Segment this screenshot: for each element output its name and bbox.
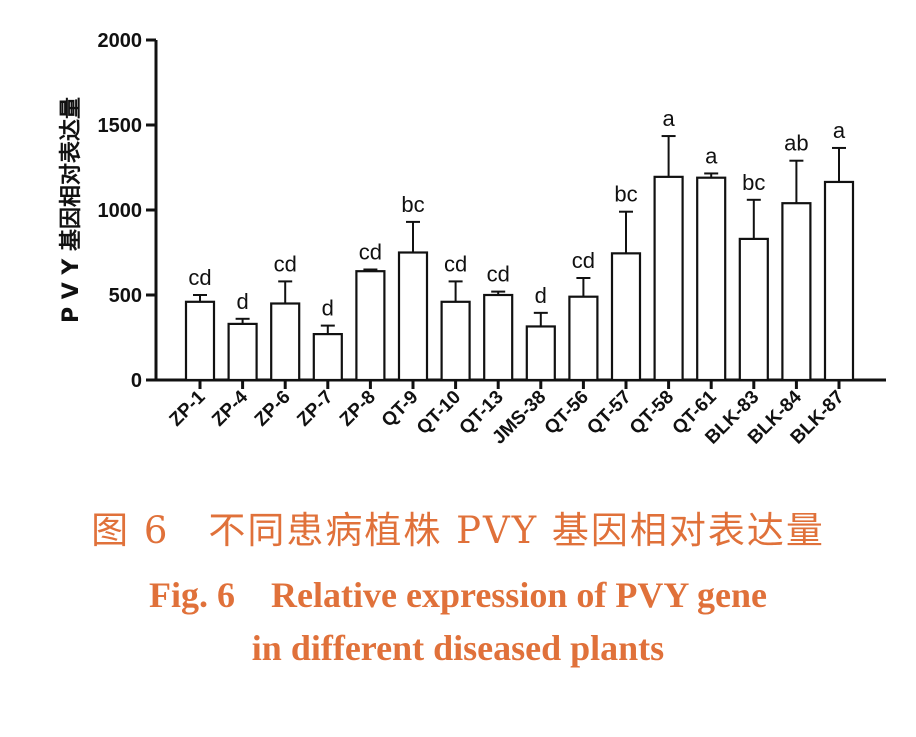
bar bbox=[568, 295, 599, 382]
y-axis-label: P V Y 基因相对表达量 bbox=[59, 97, 84, 323]
x-axis: ZP-1ZP-4ZP-6ZP-7ZP-8QT-9QT-10QT-13JMS-38… bbox=[156, 378, 886, 449]
significance-letter: a bbox=[705, 143, 718, 168]
bar bbox=[525, 325, 556, 382]
x-tick-label: ZP-1 bbox=[166, 386, 210, 430]
significance-letter: d bbox=[535, 283, 547, 308]
significance-letter: d bbox=[322, 296, 334, 321]
bar bbox=[653, 175, 684, 382]
y-tick-label: 1000 bbox=[98, 200, 143, 222]
bar bbox=[270, 302, 301, 382]
x-tick-label: QT-58 bbox=[626, 387, 678, 439]
x-tick-label: ZP-7 bbox=[293, 387, 337, 431]
figure-caption-english-line1: Fig. 6 Relative expression of PVY gene bbox=[149, 575, 767, 615]
x-tick-label: ZP-6 bbox=[251, 387, 295, 431]
x-tick-label: QT-10 bbox=[413, 387, 465, 439]
significance-letter: a bbox=[662, 106, 675, 131]
bar bbox=[823, 180, 855, 382]
bar bbox=[781, 202, 812, 382]
x-tick-label: ZP-8 bbox=[336, 387, 380, 431]
bar bbox=[355, 270, 386, 382]
bar bbox=[483, 293, 514, 382]
bar bbox=[312, 333, 343, 382]
y-tick-label: 2000 bbox=[98, 30, 143, 52]
significance-letter: cd bbox=[188, 265, 211, 290]
y-tick-label: 1500 bbox=[98, 115, 143, 137]
significance-letter: cd bbox=[274, 251, 297, 276]
significance-letter: cd bbox=[572, 248, 595, 273]
figure-caption-english-line2: in different diseased plants bbox=[251, 628, 665, 668]
y-axis: 0 500 1000 1500 2000 bbox=[98, 30, 158, 392]
x-tick-label: QT-57 bbox=[583, 387, 635, 439]
significance-letter: cd bbox=[359, 240, 382, 265]
bar bbox=[738, 237, 769, 382]
bar bbox=[696, 176, 727, 382]
y-tick-label: 0 bbox=[131, 370, 142, 392]
significance-letter: bc bbox=[614, 182, 637, 207]
chart-area: 0 500 1000 1500 2000 ZP-1 ZP-4 ZP-6 ZP-7 ZP-8 QT-… bbox=[59, 30, 886, 449]
bar bbox=[184, 300, 216, 382]
figure-caption-chinese: 图 6 不同患病植株 PVY 基因相对表达量 bbox=[91, 509, 825, 552]
significance-letter: bc bbox=[742, 170, 765, 195]
bar bbox=[227, 322, 258, 382]
significance-letter: cd bbox=[487, 262, 510, 287]
significance-letter: a bbox=[833, 118, 846, 143]
significance-letter: bc bbox=[401, 192, 424, 217]
x-tick-label: ZP-4 bbox=[208, 386, 252, 430]
significance-letter: d bbox=[236, 289, 248, 314]
bar bbox=[397, 251, 429, 382]
significance-letter: ab bbox=[784, 131, 808, 156]
bar bbox=[440, 300, 471, 382]
x-tick-label: QT-56 bbox=[541, 387, 593, 439]
bar bbox=[610, 252, 642, 382]
y-tick-label: 500 bbox=[109, 285, 142, 307]
significance-letter: cd bbox=[444, 251, 467, 276]
